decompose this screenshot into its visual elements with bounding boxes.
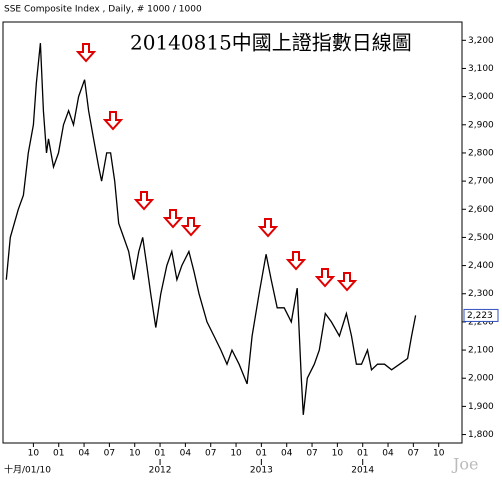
watermark: Joe	[451, 455, 479, 474]
plot-frame	[2, 21, 463, 444]
price-line	[5, 43, 417, 415]
arrow	[180, 217, 202, 237]
current-value-box	[463, 308, 499, 322]
arrow	[336, 272, 358, 292]
y-tick-label: 3,100	[468, 64, 494, 74]
x-tick-label: 04	[78, 449, 90, 459]
y-tick-label: 1,900	[468, 402, 494, 412]
x-tick-label: 01	[53, 449, 64, 459]
y-tick-label: 2,100	[468, 346, 494, 356]
x-tick-label: 04	[382, 449, 394, 459]
x-tick-label: 07	[306, 449, 317, 459]
y-tick-label: 2,800	[468, 148, 494, 158]
start-label: 十月/01/10	[4, 464, 51, 476]
x-tick-label: 01	[154, 449, 165, 459]
year-label: 2014	[351, 466, 374, 476]
y-tick-label: 2,400	[468, 261, 494, 271]
x-tick-label: 07	[205, 449, 216, 459]
y-tick-label: 3,200	[468, 36, 494, 46]
x-tick-label: 10	[332, 449, 344, 459]
x-tick-label: 04	[281, 449, 293, 459]
x-tick-label: 04	[180, 449, 192, 459]
arrow	[133, 191, 155, 211]
arrow	[285, 251, 307, 271]
arrow	[162, 209, 184, 229]
y-tick-label: 2,600	[468, 205, 494, 215]
arrow	[257, 218, 279, 238]
y-tick-label: 2,200	[468, 317, 494, 327]
current-value-label: 2,223	[467, 311, 493, 321]
x-tick-label: 10	[230, 449, 242, 459]
year-label: 2013	[250, 466, 273, 476]
x-tick-label: 10	[129, 449, 141, 459]
y-tick-label: 2,500	[468, 233, 494, 243]
y-tick-label: 2,300	[468, 289, 494, 299]
x-tick-label: 07	[408, 449, 419, 459]
x-tick-label: 01	[256, 449, 267, 459]
x-tick-label: 10	[28, 449, 40, 459]
year-label: 2012	[149, 466, 172, 476]
x-tick-label: 10	[433, 449, 445, 459]
y-tick-label: 1,800	[468, 430, 494, 440]
y-tick-label: 2,700	[468, 177, 494, 187]
x-tick-label: 01	[357, 449, 368, 459]
arrow	[314, 268, 336, 288]
x-tick-label: 07	[104, 449, 115, 459]
chart-title: 20140815中國上證指數日線圖	[130, 31, 412, 55]
arrow	[75, 43, 97, 63]
y-tick-label: 2,000	[468, 374, 494, 384]
y-tick-label: 3,000	[468, 92, 494, 102]
chart-header: SSE Composite Index , Daily, # 1000 / 10…	[4, 5, 202, 15]
arrow	[102, 111, 124, 131]
y-tick-label: 2,900	[468, 120, 494, 130]
